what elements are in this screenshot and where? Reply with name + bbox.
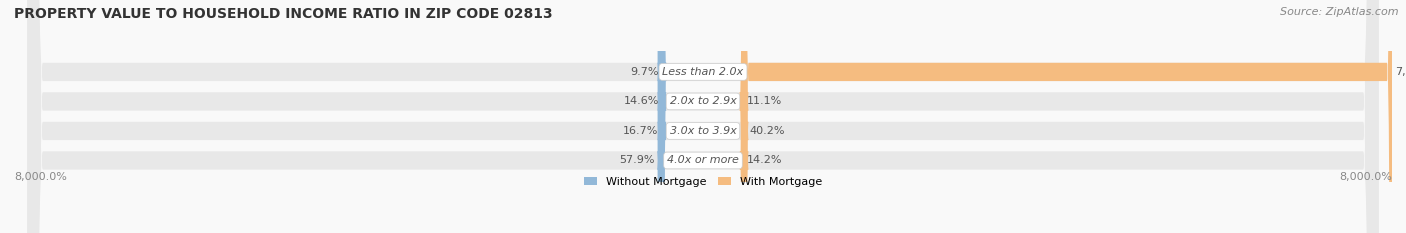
FancyBboxPatch shape <box>740 0 748 233</box>
Text: 8,000.0%: 8,000.0% <box>14 172 67 182</box>
Text: 40.2%: 40.2% <box>749 126 785 136</box>
FancyBboxPatch shape <box>742 0 748 233</box>
FancyBboxPatch shape <box>28 0 1378 233</box>
FancyBboxPatch shape <box>28 0 1378 233</box>
Text: 2.0x to 2.9x: 2.0x to 2.9x <box>669 96 737 106</box>
Text: 3.0x to 3.9x: 3.0x to 3.9x <box>669 126 737 136</box>
FancyBboxPatch shape <box>28 0 1378 233</box>
FancyBboxPatch shape <box>658 0 666 233</box>
Text: Source: ZipAtlas.com: Source: ZipAtlas.com <box>1281 7 1399 17</box>
Text: 9.7%: 9.7% <box>631 67 659 77</box>
Text: 4.0x or more: 4.0x or more <box>666 155 740 165</box>
FancyBboxPatch shape <box>658 0 666 233</box>
Text: PROPERTY VALUE TO HOUSEHOLD INCOME RATIO IN ZIP CODE 02813: PROPERTY VALUE TO HOUSEHOLD INCOME RATIO… <box>14 7 553 21</box>
Text: 11.1%: 11.1% <box>747 96 782 106</box>
FancyBboxPatch shape <box>740 0 748 233</box>
Legend: Without Mortgage, With Mortgage: Without Mortgage, With Mortgage <box>583 177 823 187</box>
FancyBboxPatch shape <box>658 0 662 233</box>
Text: 7,682.1%: 7,682.1% <box>1395 67 1406 77</box>
Text: 57.9%: 57.9% <box>620 155 655 165</box>
Text: 14.6%: 14.6% <box>623 96 658 106</box>
FancyBboxPatch shape <box>28 0 1378 233</box>
Text: 8,000.0%: 8,000.0% <box>1339 172 1392 182</box>
FancyBboxPatch shape <box>744 0 1392 233</box>
Text: 14.2%: 14.2% <box>747 155 783 165</box>
Text: 16.7%: 16.7% <box>623 126 658 136</box>
FancyBboxPatch shape <box>658 0 666 233</box>
Text: Less than 2.0x: Less than 2.0x <box>662 67 744 77</box>
